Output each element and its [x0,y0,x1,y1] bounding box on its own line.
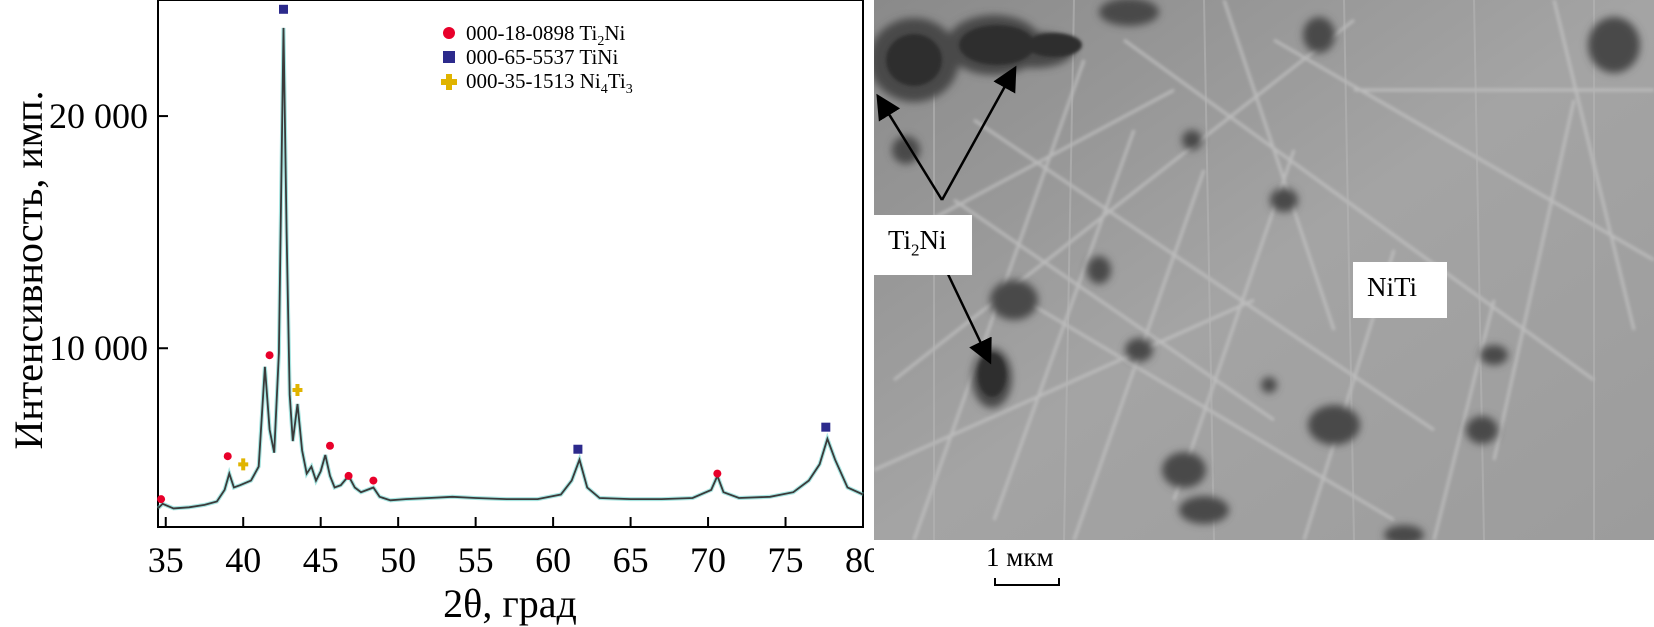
series-highlight [156,27,864,511]
marker-ti2ni-2 [265,351,274,360]
legend-formula2-ni4ti3: Ti [608,69,626,93]
legend-formula-ti2ni: Ti [579,21,597,45]
svg-text:000-18-0898 Ti2Ni: 000-18-0898 Ti2Ni [466,21,625,49]
legend-code-ni4ti3: 000-35-1513 [466,69,575,93]
legend-sub2-ni4ti3: 3 [626,82,633,97]
marker-ni4ti3-1 [292,384,303,397]
legend-code-tini: 000-65-5537 [466,45,575,69]
annotation-arrows [876,65,1017,365]
scale-bar-line [994,578,1060,586]
marker-tini-1 [573,444,583,454]
legend-code-ti2ni: 000-18-0898 [466,21,575,45]
marker-ti2ni-1 [223,452,232,461]
legend-item-ni4ti3: 000-35-1513 Ni4Ti3 [441,69,633,97]
marker-ni4ti3-0 [238,458,249,471]
x-tick-label-65: 65 [613,540,649,580]
x-tick-label-60: 60 [535,540,571,580]
legend-marker-ni4ti3 [441,74,457,90]
label-ti2ni-end: Ni [919,225,947,255]
y-tick-label-20000: 20 000 [49,96,148,136]
arrow-to-particle-1 [876,93,944,201]
x-axis-title: 2θ, град [443,581,577,626]
x-tick-label-80: 80 [845,540,874,580]
marker-ti2ni-5 [369,476,378,485]
marker-tini-0 [279,4,289,14]
label-ti2ni-main: Ti [888,225,912,255]
y-tick-label-10000: 10 000 [49,328,148,368]
marker-ti2ni-4 [344,471,353,480]
legend-marker-tini [443,51,455,63]
label-ti2ni: Ti2Ni [874,215,972,275]
legend-item-ti2ni: 000-18-0898 Ti2Ni [443,21,625,49]
x-tick-label-35: 35 [148,540,184,580]
y-axis-title: Интенсивность, имп. [6,91,51,450]
legend-item-tini: 000-65-5537 TiNi [443,45,618,69]
legend-marker-ti2ni [443,27,455,39]
plot-frame [157,0,864,528]
legend-formula-ni4ti3: Ni [580,69,601,93]
x-tick-label-40: 40 [225,540,261,580]
svg-text:000-65-5537 TiNi: 000-65-5537 TiNi [466,45,618,69]
marker-ti2ni-3 [325,441,334,450]
legend-sub1-ni4ti3: 4 [601,82,608,97]
series-line [157,27,864,510]
marker-ti2ni-6 [713,469,722,478]
x-tick-label-55: 55 [458,540,494,580]
arrow-to-particle-2 [940,65,1017,201]
x-tick-label-45: 45 [303,540,339,580]
marker-ti2ni-0 [157,495,166,504]
xrd-chart: 35 40 45 50 55 60 65 70 75 80 10 000 20 000 2θ, гра… [6,0,874,626]
label-niti-text: NiTi [1367,272,1418,302]
label-niti: NiTi [1353,262,1447,318]
svg-text:000-35-1513 Ni4Ti3: 000-35-1513 Ni4Ti3 [466,69,633,97]
x-tick-label-75: 75 [768,540,804,580]
label-ti2ni-sub: 2 [911,240,920,260]
legend-formula-tini: TiNi [579,45,618,69]
arrow-to-particle-3 [944,269,992,365]
marker-tini-2 [821,422,831,432]
scale-bar: 1 мкм [986,540,1060,590]
legend: 000-18-0898 Ti2Ni 000-65-5537 TiNi 000-3… [441,21,633,97]
scale-bar-label: 1 мкм [986,542,1054,572]
legend-formula2-ti2ni: Ni [604,21,625,45]
x-tick-label-50: 50 [380,540,416,580]
legend-sub-ti2ni: 2 [597,34,604,49]
x-tick-label-70: 70 [690,540,726,580]
